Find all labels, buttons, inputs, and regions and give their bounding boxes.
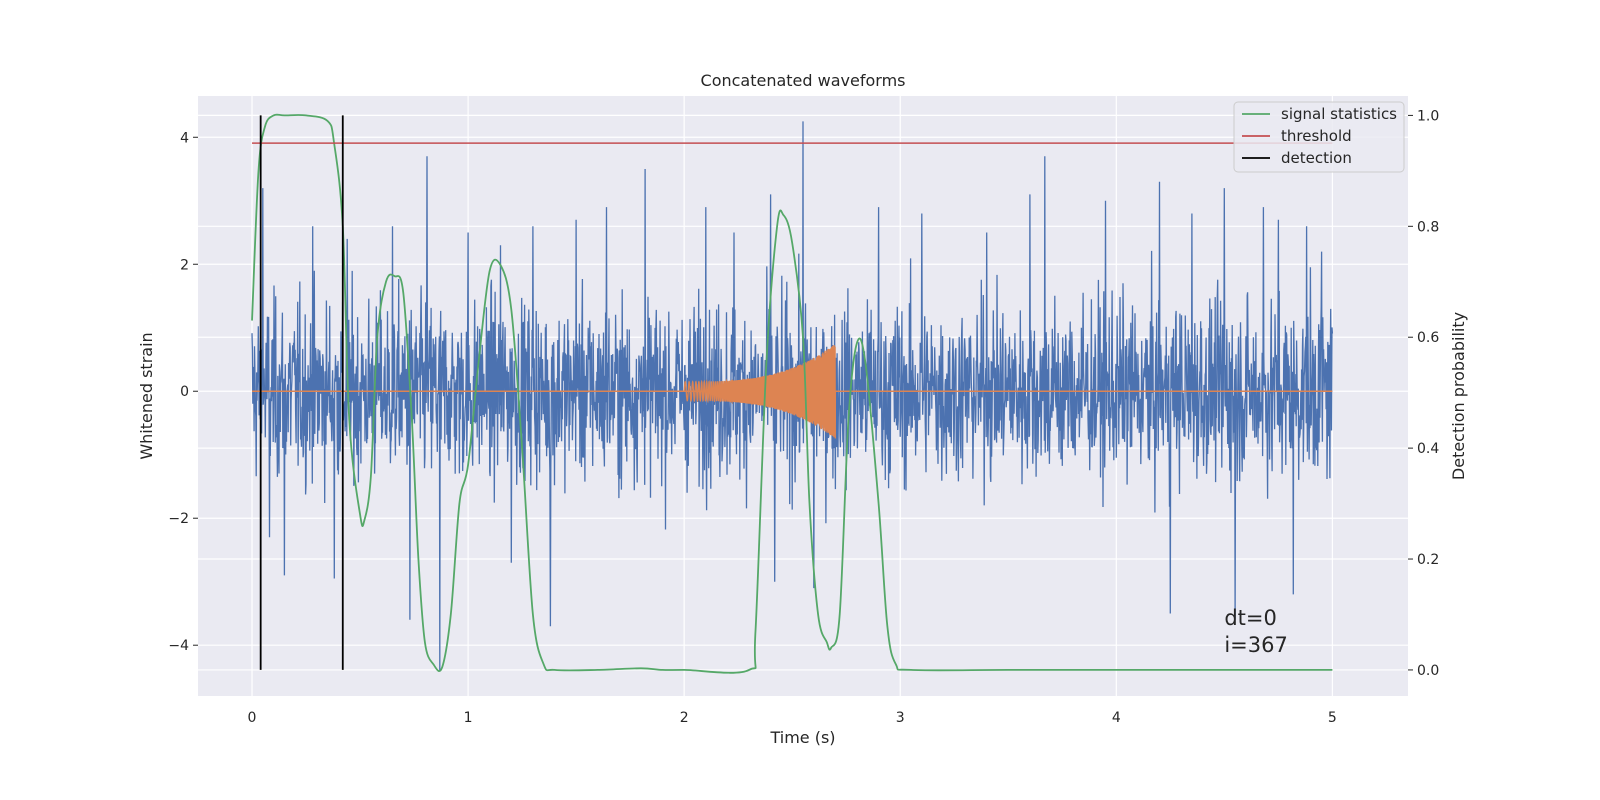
y2-tick-label: 0.2	[1417, 552, 1439, 568]
y2-axis-label: Detection probability	[1449, 312, 1468, 480]
y2-tick-label: 0.4	[1417, 441, 1439, 457]
annotation-block: dt=0 i=367	[1224, 606, 1288, 657]
annotation-dt: dt=0	[1224, 606, 1277, 630]
x-tick-label: 2	[680, 710, 689, 726]
legend-box	[1233, 101, 1405, 173]
y2-tick-label: 0.6	[1417, 330, 1439, 346]
x-axis-label: Time (s)	[769, 728, 835, 747]
legend-label-detection: detection	[1281, 149, 1352, 167]
x-tick-label: 3	[896, 710, 905, 726]
y-tick-label: 2	[180, 257, 189, 273]
whitened-strain-series	[251, 121, 1334, 671]
detection-series	[259, 115, 344, 670]
signal-statistics-series	[251, 113, 1333, 674]
y2-axis-ticks: 0.0 0.2 0.4 0.6 0.8 1.0	[1408, 108, 1439, 679]
y-tick-label: −4	[168, 638, 189, 654]
y-tick-label: 0	[180, 384, 189, 400]
legend-label-threshold: threshold	[1281, 127, 1352, 145]
legend: signal statistics threshold detection	[1233, 101, 1405, 173]
y-axis-label: Whitened strain	[137, 332, 156, 459]
x-tick-label: 4	[1112, 710, 1121, 726]
x-tick-label: 1	[464, 710, 473, 726]
x-axis-ticks: 0 1 2 3 4 5	[248, 710, 1337, 726]
x-tick-label: 5	[1328, 710, 1337, 726]
y-tick-label: 4	[180, 130, 189, 146]
y-axis-ticks: −4 −2 0 2 4	[168, 130, 198, 654]
legend-label-signal-statistics: signal statistics	[1281, 105, 1397, 123]
x-tick-label: 0	[248, 710, 257, 726]
injection-chirp-series	[683, 344, 837, 439]
y2-tick-label: 1.0	[1417, 108, 1439, 124]
y-tick-label: −2	[168, 511, 189, 527]
chart-title: Concatenated waveforms	[701, 71, 906, 90]
y2-tick-label: 0.0	[1417, 663, 1439, 679]
y2-tick-label: 0.8	[1417, 219, 1439, 235]
annotation-index: i=367	[1224, 633, 1288, 657]
